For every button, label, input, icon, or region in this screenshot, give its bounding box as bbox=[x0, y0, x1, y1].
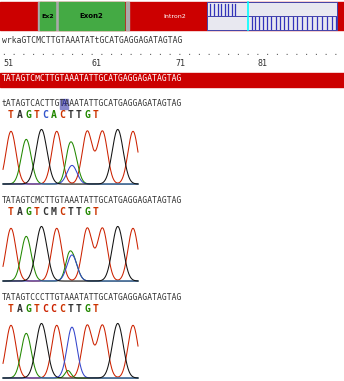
Text: C: C bbox=[42, 110, 48, 120]
Bar bbox=[56, 2, 59, 30]
Bar bbox=[126, 2, 129, 30]
Text: TATAGTCMCTTGTAAATATTGCATGAGGAGATAGTAG: TATAGTCMCTTGTAAATATTGCATGAGGAGATAGTAG bbox=[2, 196, 182, 205]
Text: 71: 71 bbox=[175, 59, 185, 68]
Text: M: M bbox=[51, 207, 56, 217]
Text: G: G bbox=[25, 110, 31, 120]
Text: T: T bbox=[93, 304, 99, 314]
Text: T: T bbox=[67, 304, 73, 314]
Text: 51: 51 bbox=[3, 59, 13, 68]
Text: T: T bbox=[67, 207, 73, 217]
Text: A: A bbox=[51, 110, 56, 120]
Text: T: T bbox=[67, 110, 73, 120]
Text: 61: 61 bbox=[91, 59, 101, 68]
Text: G: G bbox=[25, 304, 31, 314]
Text: A: A bbox=[62, 99, 67, 109]
Text: T: T bbox=[8, 207, 14, 217]
Text: C: C bbox=[59, 304, 65, 314]
Text: A: A bbox=[17, 207, 22, 217]
Bar bbox=[207, 2, 337, 16]
Text: C: C bbox=[42, 207, 48, 217]
Text: G: G bbox=[85, 207, 90, 217]
Text: Exon2: Exon2 bbox=[79, 13, 104, 19]
Bar bbox=[0, 73, 344, 87]
Text: C: C bbox=[59, 110, 65, 120]
Text: 81: 81 bbox=[257, 59, 267, 68]
Bar bbox=[207, 16, 337, 30]
Text: T: T bbox=[33, 304, 39, 314]
Bar bbox=[40, 2, 55, 30]
Text: T: T bbox=[93, 110, 99, 120]
Text: T: T bbox=[76, 110, 82, 120]
Bar bbox=[60, 99, 68, 109]
Bar bbox=[38, 2, 41, 30]
Text: T: T bbox=[33, 207, 39, 217]
Text: C: C bbox=[42, 304, 48, 314]
Text: A: A bbox=[17, 304, 22, 314]
Text: G: G bbox=[85, 110, 90, 120]
Text: . . . . . . . . . . . . . . . . . . . . . . . . . . . . . . . . . . . . . .: . . . . . . . . . . . . . . . . . . . . … bbox=[2, 48, 344, 57]
Text: T: T bbox=[8, 110, 14, 120]
Text: C: C bbox=[59, 207, 65, 217]
Text: tATAGTCACTTGTAAATATTGCATGAGGAGATAGTAG: tATAGTCACTTGTAAATATTGCATGAGGAGATAGTAG bbox=[2, 99, 182, 108]
Text: Intron2: Intron2 bbox=[164, 13, 186, 19]
Text: A: A bbox=[17, 110, 22, 120]
Text: G: G bbox=[85, 304, 90, 314]
Bar bbox=[0, 2, 344, 30]
Text: TATAGTCCCTTGTAAATATTGCATGAGGAGATAGTAG: TATAGTCCCTTGTAAATATTGCATGAGGAGATAGTAG bbox=[2, 293, 182, 302]
Text: T: T bbox=[76, 207, 82, 217]
Text: C: C bbox=[51, 304, 56, 314]
Text: T: T bbox=[33, 110, 39, 120]
Text: TATAGTCΜCTTGTAAATATTGCATGAGGAGATAGTAG: TATAGTCΜCTTGTAAATATTGCATGAGGAGATAGTAG bbox=[2, 74, 182, 83]
Text: T: T bbox=[93, 207, 99, 217]
Bar bbox=[59, 2, 124, 30]
Text: T: T bbox=[8, 304, 14, 314]
Text: wrkaGTCMCTTGTAAATATtGCATGAGGAGATAGTAG: wrkaGTCMCTTGTAAATATtGCATGAGGAGATAGTAG bbox=[2, 36, 182, 45]
Text: T: T bbox=[76, 304, 82, 314]
Text: Ex2: Ex2 bbox=[41, 13, 54, 19]
Text: G: G bbox=[25, 207, 31, 217]
